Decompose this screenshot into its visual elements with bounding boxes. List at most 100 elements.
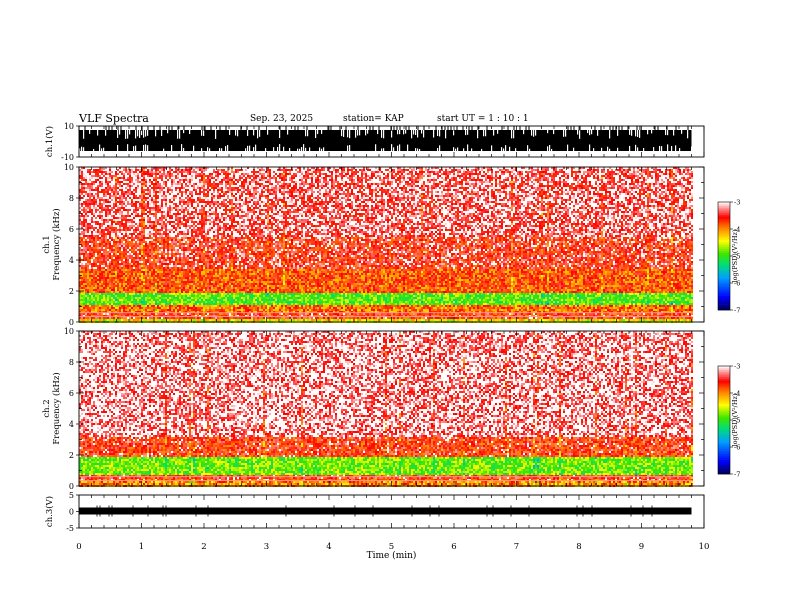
psd-cell	[143, 285, 145, 287]
psd-cell	[187, 271, 189, 273]
psd-cell	[81, 189, 83, 191]
psd-cell	[141, 273, 143, 275]
psd-cell	[171, 213, 173, 215]
psd-cell	[97, 259, 99, 261]
psd-cell	[113, 319, 115, 321]
psd-cell	[91, 267, 93, 269]
psd-cell	[175, 301, 177, 303]
psd-cell	[157, 231, 159, 233]
psd-cell	[147, 319, 149, 321]
psd-cell	[101, 199, 103, 201]
psd-cell	[145, 267, 147, 269]
waveform-gap	[367, 130, 368, 134]
psd-cell	[121, 291, 123, 293]
psd-cell	[209, 231, 211, 233]
psd-cell	[185, 193, 187, 195]
psd-cell	[125, 303, 127, 305]
psd-cell	[119, 245, 121, 247]
psd-cell	[147, 183, 149, 185]
psd-cell	[99, 199, 101, 201]
psd-cell	[173, 195, 175, 197]
psd-cell	[189, 277, 191, 279]
psd-cell	[195, 293, 197, 295]
psd-cell	[125, 219, 127, 221]
psd-cell	[89, 261, 91, 263]
psd-cell	[171, 285, 173, 287]
waveform-gap	[383, 148, 384, 151]
psd-cell	[157, 265, 159, 267]
psd-cell	[123, 257, 125, 259]
psd-cell	[117, 269, 119, 271]
psd-cell	[143, 265, 145, 267]
psd-cell	[157, 317, 159, 319]
psd-cell	[145, 183, 147, 185]
waveform-gap	[509, 147, 510, 151]
psd-cell	[87, 295, 89, 297]
psd-cell	[91, 183, 93, 185]
psd-cell	[171, 283, 173, 285]
psd-cell	[189, 313, 191, 315]
psd-cell	[111, 305, 113, 307]
psd-cell	[121, 253, 123, 255]
psd-cell	[103, 173, 105, 175]
psd-cell	[85, 227, 87, 229]
psd-cell	[127, 235, 129, 237]
psd-cell	[165, 291, 167, 293]
psd-cell	[167, 293, 169, 295]
psd-cell	[109, 177, 111, 179]
psd-cell	[189, 217, 191, 219]
waveform-gap	[589, 130, 590, 135]
psd-cell	[193, 233, 195, 235]
psd-cell	[165, 259, 167, 261]
psd-cell	[201, 209, 203, 211]
psd-cell	[135, 171, 137, 173]
psd-cell	[141, 309, 143, 311]
psd-cell	[211, 199, 213, 201]
psd-cell	[197, 251, 199, 253]
psd-cell	[117, 255, 119, 257]
psd-cell	[203, 179, 205, 181]
psd-cell	[91, 249, 93, 251]
psd-cell	[191, 237, 193, 239]
psd-cell	[167, 287, 169, 289]
psd-cell	[131, 239, 133, 241]
psd-cell	[209, 297, 211, 299]
psd-cell	[179, 247, 181, 249]
psd-cell	[81, 187, 83, 189]
psd-cell	[133, 239, 135, 241]
psd-cell	[129, 187, 131, 189]
psd-cell	[159, 229, 161, 231]
psd-cell	[135, 249, 137, 251]
psd-cell	[95, 225, 97, 227]
psd-cell	[113, 247, 115, 249]
psd-cell	[139, 175, 141, 177]
psd-cell	[175, 227, 177, 229]
psd-cell	[143, 309, 145, 311]
psd-cell	[163, 281, 165, 283]
psd-cell	[99, 245, 101, 247]
psd-cell	[143, 313, 145, 315]
psd-cell	[129, 249, 131, 251]
psd-cell	[183, 299, 185, 301]
psd-cell	[157, 305, 159, 307]
psd-cell	[103, 263, 105, 265]
psd-cell	[109, 297, 111, 299]
psd-cell	[213, 233, 215, 235]
psd-cell	[111, 189, 113, 191]
psd-cell	[113, 175, 115, 177]
psd-cell	[197, 303, 199, 305]
psd-cell	[191, 231, 193, 233]
psd-cell	[155, 187, 157, 189]
psd-cell	[83, 317, 85, 319]
psd-cell	[97, 205, 99, 207]
psd-cell	[123, 317, 125, 319]
psd-cell	[109, 277, 111, 279]
psd-cell	[167, 187, 169, 189]
psd-cell	[173, 273, 175, 275]
psd-cell	[83, 285, 85, 287]
psd-cell	[137, 299, 139, 301]
psd-cell	[109, 219, 111, 221]
psd-cell	[163, 181, 165, 183]
psd-cell	[187, 225, 189, 227]
psd-cell	[157, 277, 159, 279]
